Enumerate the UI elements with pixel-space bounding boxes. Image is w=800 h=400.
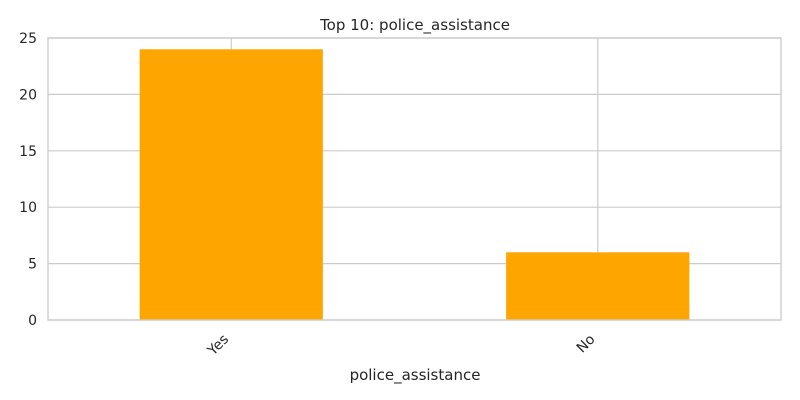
bar-yes xyxy=(139,49,323,320)
x-axis-label: police_assistance xyxy=(350,366,481,385)
y-tick-label: 5 xyxy=(28,257,37,273)
chart-title: Top 10: police_assistance xyxy=(319,16,510,35)
x-tick-label: Yes xyxy=(204,332,232,360)
plot-frame xyxy=(47,37,782,321)
y-tick-label: 10 xyxy=(19,200,37,216)
bar-no xyxy=(506,252,690,320)
x-tick-label: No xyxy=(574,332,599,357)
x-tick-labels: Yes No xyxy=(204,332,599,360)
y-tick-label: 20 xyxy=(19,87,37,103)
y-tick-label: 25 xyxy=(19,31,37,47)
y-tick-labels: 0 5 10 15 20 25 xyxy=(19,31,37,329)
y-tick-label: 0 xyxy=(28,313,37,329)
bars xyxy=(139,49,690,320)
y-tick-label: 15 xyxy=(19,144,37,160)
